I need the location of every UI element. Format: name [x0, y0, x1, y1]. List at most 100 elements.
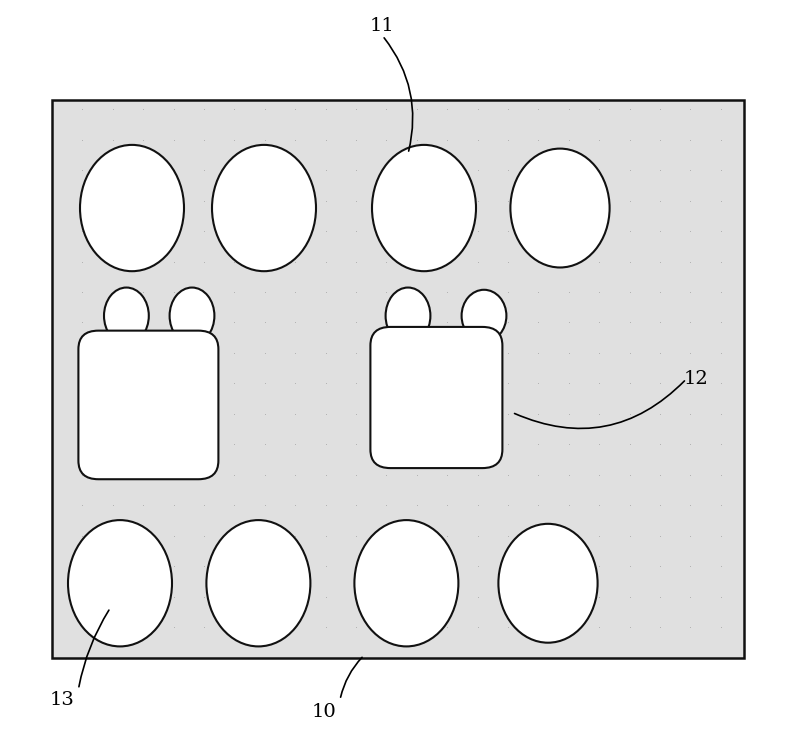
Point — [380, 591, 393, 603]
Point — [228, 317, 241, 328]
Point — [410, 499, 423, 511]
Point — [654, 347, 666, 359]
Point — [654, 286, 666, 298]
Point — [623, 408, 636, 420]
FancyBboxPatch shape — [370, 327, 502, 468]
Point — [714, 164, 727, 176]
Point — [106, 591, 119, 603]
Point — [198, 164, 210, 176]
Point — [532, 195, 545, 207]
Point — [684, 560, 697, 572]
Point — [654, 256, 666, 267]
Point — [714, 225, 727, 237]
Point — [410, 560, 423, 572]
Point — [167, 499, 180, 511]
Point — [228, 591, 241, 603]
Point — [228, 438, 241, 450]
Point — [76, 499, 89, 511]
Point — [623, 286, 636, 298]
Point — [654, 469, 666, 481]
Point — [714, 134, 727, 146]
Point — [654, 377, 666, 389]
Point — [593, 317, 606, 328]
Point — [654, 164, 666, 176]
Point — [137, 560, 150, 572]
Point — [289, 591, 302, 603]
Point — [562, 225, 575, 237]
Point — [350, 134, 362, 146]
Point — [684, 347, 697, 359]
Point — [593, 225, 606, 237]
Point — [593, 438, 606, 450]
Point — [167, 103, 180, 115]
Point — [441, 591, 454, 603]
Point — [289, 621, 302, 633]
Point — [137, 591, 150, 603]
Point — [228, 621, 241, 633]
Point — [258, 164, 271, 176]
Point — [562, 621, 575, 633]
Point — [258, 103, 271, 115]
Point — [623, 195, 636, 207]
Point — [623, 377, 636, 389]
Point — [350, 377, 362, 389]
Point — [228, 408, 241, 420]
Point — [289, 256, 302, 267]
Point — [167, 256, 180, 267]
Point — [532, 317, 545, 328]
Point — [228, 286, 241, 298]
Point — [714, 499, 727, 511]
Point — [289, 317, 302, 328]
Point — [562, 560, 575, 572]
Point — [714, 560, 727, 572]
Point — [623, 621, 636, 633]
Point — [289, 438, 302, 450]
Point — [593, 530, 606, 542]
Point — [714, 377, 727, 389]
Point — [593, 103, 606, 115]
Point — [684, 134, 697, 146]
Point — [380, 317, 393, 328]
Point — [319, 591, 332, 603]
Point — [258, 317, 271, 328]
Point — [198, 195, 210, 207]
Point — [76, 286, 89, 298]
Point — [502, 377, 514, 389]
Point — [623, 347, 636, 359]
Point — [562, 377, 575, 389]
Point — [76, 347, 89, 359]
Point — [380, 164, 393, 176]
Point — [532, 560, 545, 572]
Point — [137, 195, 150, 207]
Point — [623, 164, 636, 176]
Point — [319, 164, 332, 176]
Point — [562, 591, 575, 603]
Point — [623, 256, 636, 267]
Point — [593, 621, 606, 633]
Ellipse shape — [462, 290, 506, 342]
Point — [350, 560, 362, 572]
Point — [350, 438, 362, 450]
Point — [623, 469, 636, 481]
Point — [137, 164, 150, 176]
Point — [532, 256, 545, 267]
Point — [502, 408, 514, 420]
Point — [258, 225, 271, 237]
Point — [289, 530, 302, 542]
Point — [623, 134, 636, 146]
Point — [562, 195, 575, 207]
Point — [289, 134, 302, 146]
Ellipse shape — [206, 520, 310, 646]
Bar — [52, 100, 744, 658]
Point — [228, 195, 241, 207]
Point — [289, 377, 302, 389]
Point — [167, 408, 180, 420]
Point — [76, 195, 89, 207]
Point — [532, 469, 545, 481]
Point — [562, 134, 575, 146]
Point — [441, 225, 454, 237]
Point — [623, 560, 636, 572]
Point — [562, 469, 575, 481]
Point — [76, 438, 89, 450]
Point — [410, 347, 423, 359]
